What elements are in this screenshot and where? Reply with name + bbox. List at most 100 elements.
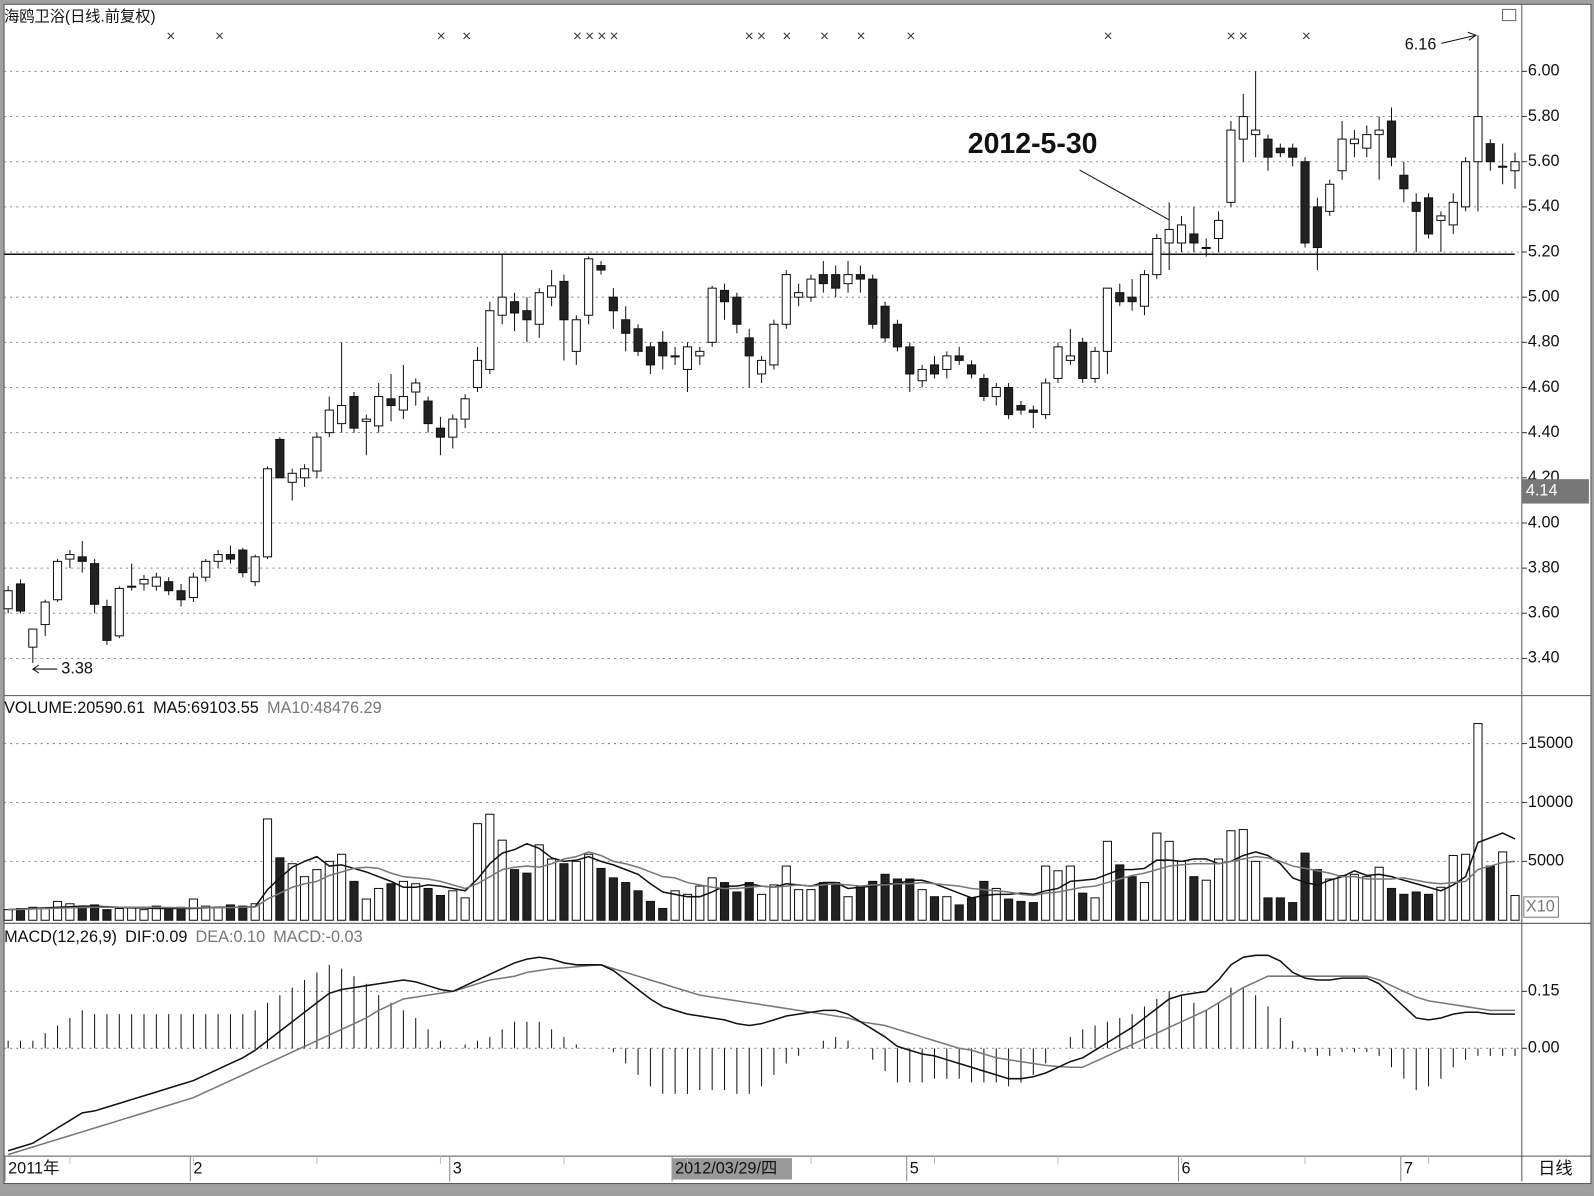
signal-marker bbox=[783, 32, 791, 40]
candle-body bbox=[1139, 274, 1150, 307]
candle-body bbox=[225, 554, 236, 560]
volume-bar bbox=[398, 880, 408, 921]
candle-body bbox=[1423, 197, 1434, 235]
volume-bar bbox=[1226, 830, 1236, 921]
x-tick-label: 6 bbox=[1182, 1160, 1191, 1178]
volume-bar bbox=[855, 885, 865, 921]
candle-body bbox=[534, 292, 544, 325]
volume-bar bbox=[102, 909, 112, 921]
signal-marker bbox=[1239, 32, 1247, 40]
candle-body bbox=[1028, 409, 1038, 413]
volume-bar bbox=[374, 887, 384, 921]
volume-bar bbox=[411, 883, 421, 921]
unit-box bbox=[1523, 896, 1559, 918]
y-tick-label: 3.60 bbox=[1528, 604, 1560, 622]
volume-bar bbox=[1312, 869, 1322, 921]
volume-bar bbox=[386, 883, 396, 921]
volume-bar bbox=[695, 885, 705, 921]
restore-button[interactable] bbox=[1501, 8, 1517, 22]
signal-marker bbox=[1227, 32, 1235, 40]
candle-body bbox=[398, 396, 408, 411]
volume-bar bbox=[806, 889, 816, 921]
candle-body bbox=[1152, 237, 1162, 276]
volume-bar bbox=[213, 906, 223, 921]
candle-body bbox=[1399, 174, 1409, 190]
candle-body bbox=[1386, 120, 1397, 158]
candle-body bbox=[794, 292, 804, 298]
candle-body bbox=[164, 581, 174, 592]
volume-bar bbox=[744, 882, 754, 921]
candle-body bbox=[1473, 116, 1483, 163]
candle-body bbox=[349, 396, 359, 429]
volume-bar bbox=[238, 905, 248, 921]
candle-body bbox=[90, 563, 100, 605]
volume-bar bbox=[1473, 723, 1483, 921]
candle-body bbox=[374, 396, 384, 427]
volume-bar bbox=[287, 863, 297, 921]
candle-body bbox=[386, 398, 396, 407]
volume-bar bbox=[979, 880, 989, 921]
signal-marker bbox=[821, 32, 828, 40]
candle-body bbox=[1448, 201, 1458, 226]
legend-entry: VOLUME:20590.61 bbox=[4, 699, 145, 717]
volume-bar bbox=[472, 823, 483, 921]
y-tick-label: 0.15 bbox=[1528, 982, 1560, 1000]
volume-bar bbox=[1251, 860, 1261, 921]
volume-bar bbox=[164, 907, 174, 921]
volume-bar bbox=[1214, 858, 1224, 921]
legend-entry: MA5:69103.55 bbox=[153, 699, 259, 717]
volume-bar bbox=[1374, 866, 1384, 921]
candle-body bbox=[114, 587, 124, 637]
candle-body bbox=[942, 355, 952, 370]
volume-bar bbox=[28, 906, 38, 921]
volume-bar bbox=[831, 882, 841, 921]
candle-body bbox=[497, 296, 507, 316]
candle-body bbox=[188, 576, 198, 598]
volume-bar bbox=[139, 909, 149, 921]
volume-bar bbox=[596, 867, 606, 921]
candle-body bbox=[756, 359, 767, 375]
candle-body bbox=[1325, 183, 1335, 212]
volume-bar bbox=[732, 891, 742, 921]
candle-body bbox=[275, 438, 285, 479]
volume-bar bbox=[485, 813, 495, 921]
volume-bar bbox=[658, 907, 668, 921]
candle-body bbox=[201, 560, 211, 578]
candle-body bbox=[645, 346, 655, 366]
high-label: 6.16 bbox=[1405, 36, 1437, 54]
volume-bar bbox=[250, 903, 260, 921]
volume-bar bbox=[324, 860, 334, 921]
cursor-price-box bbox=[1521, 479, 1589, 504]
candle-body bbox=[831, 274, 841, 289]
volume-bar bbox=[1461, 853, 1471, 921]
x-tick-label: 2 bbox=[193, 1160, 202, 1178]
candle-body bbox=[695, 350, 705, 357]
volume-bar bbox=[917, 889, 927, 921]
candle-body bbox=[559, 280, 569, 321]
candle-body bbox=[40, 601, 50, 626]
candle-body bbox=[868, 278, 878, 325]
signal-marker bbox=[437, 32, 445, 40]
y-tick-label: 4.60 bbox=[1528, 378, 1560, 396]
y-tick-label: 5.80 bbox=[1528, 107, 1560, 125]
unit-label: X10 bbox=[1526, 897, 1555, 915]
candle-body bbox=[411, 382, 421, 393]
volume-bar bbox=[201, 905, 211, 921]
signal-marker bbox=[745, 32, 753, 40]
volume-bar bbox=[571, 860, 581, 921]
candle-body bbox=[485, 310, 495, 370]
y-tick-label: 4.80 bbox=[1528, 333, 1560, 351]
signal-marker bbox=[598, 32, 606, 40]
period-label[interactable]: 日线 bbox=[1538, 1158, 1573, 1178]
signal-marker bbox=[216, 32, 223, 40]
candle-body bbox=[460, 398, 470, 420]
volume-bar bbox=[1423, 893, 1434, 921]
candle-body bbox=[633, 328, 643, 352]
volume-bar bbox=[1399, 893, 1409, 921]
signal-marker bbox=[463, 32, 471, 40]
volume-bar bbox=[1337, 874, 1347, 921]
candle-body bbox=[312, 436, 322, 472]
y-tick-label: 6.00 bbox=[1528, 62, 1560, 80]
legend-entry: MACD:-0.03 bbox=[273, 928, 362, 946]
